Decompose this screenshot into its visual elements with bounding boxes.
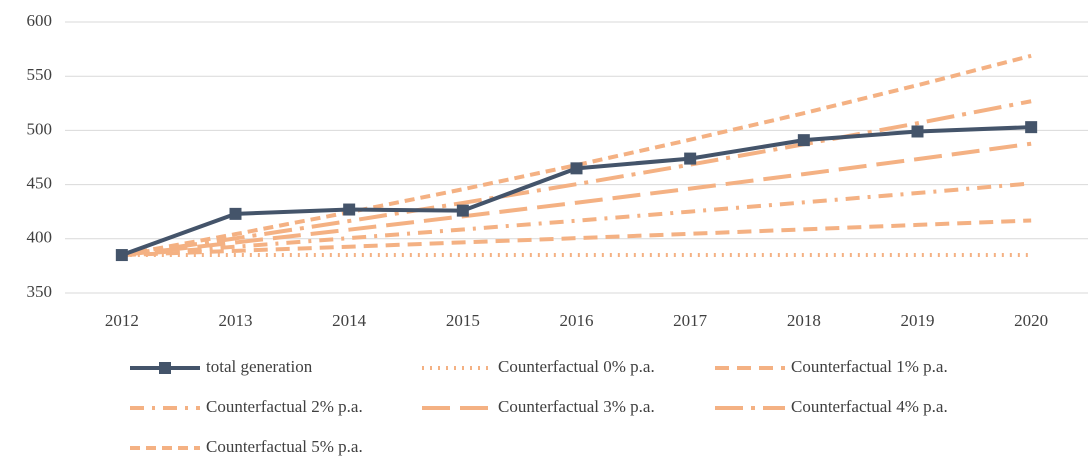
- marker: [456, 204, 469, 217]
- legend-label: Counterfactual 4% p.a.: [791, 397, 948, 416]
- y-tick-label: 400: [27, 228, 53, 247]
- x-tick-label: 2016: [560, 311, 594, 330]
- x-tick-label: 2018: [787, 311, 821, 330]
- x-tick-label: 2014: [332, 311, 367, 330]
- series-line: [121, 181, 1032, 258]
- series-line: [121, 99, 1032, 258]
- legend-label: Counterfactual 1% p.a.: [791, 357, 948, 376]
- legend-label: Counterfactual 5% p.a.: [206, 437, 363, 456]
- marker: [115, 249, 128, 262]
- marker: [797, 134, 810, 147]
- legend-label: total generation: [206, 357, 313, 376]
- marker: [911, 125, 924, 138]
- legend-marker: [159, 362, 171, 374]
- x-tick-label: 2013: [219, 311, 253, 330]
- series-line: [121, 53, 1032, 258]
- marker: [343, 203, 356, 216]
- legend-label: Counterfactual 3% p.a.: [498, 397, 655, 416]
- x-tick-label: 2017: [673, 311, 708, 330]
- series-line: [121, 141, 1032, 258]
- y-tick-label: 550: [27, 65, 53, 84]
- x-tick-label: 2020: [1014, 311, 1048, 330]
- x-tick-label: 2015: [446, 311, 480, 330]
- y-tick-label: 450: [27, 174, 53, 193]
- x-tick-label: 2019: [901, 311, 935, 330]
- series-line: [121, 218, 1032, 258]
- marker: [1025, 121, 1038, 134]
- marker: [229, 207, 242, 220]
- y-tick-label: 600: [27, 11, 53, 30]
- legend-label: Counterfactual 0% p.a.: [498, 357, 655, 376]
- marker: [684, 152, 697, 165]
- series-line: [121, 125, 1032, 257]
- y-tick-label: 350: [27, 282, 53, 301]
- y-tick-label: 500: [27, 119, 53, 138]
- x-tick-label: 2012: [105, 311, 139, 330]
- legend-label: Counterfactual 2% p.a.: [206, 397, 363, 416]
- marker: [570, 162, 583, 175]
